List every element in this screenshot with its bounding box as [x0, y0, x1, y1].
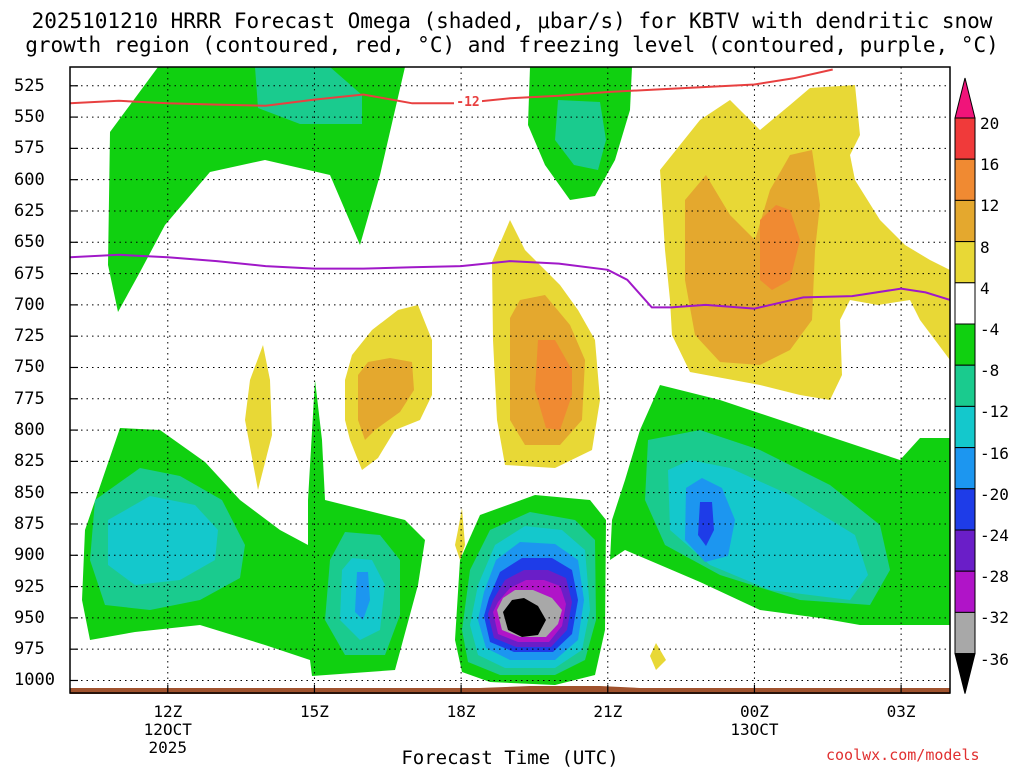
- omega-region-teal-upper-left: [255, 67, 362, 124]
- colorbar-bin: [954, 488, 976, 531]
- grid-lines: [70, 67, 950, 693]
- colorbar-tick-label: -16: [980, 443, 1009, 463]
- colorbar-bin: [954, 570, 976, 613]
- omega-region-cyan-lower-left: [108, 496, 218, 585]
- colorbar-tick-label: -12: [980, 402, 1009, 422]
- colorbar-bin: [954, 158, 976, 201]
- colorbar-tick-label: -4: [980, 320, 1000, 339]
- y-tick-label: 575: [14, 138, 45, 159]
- y-tick-label: 925: [14, 576, 45, 597]
- y-axis-ticks: [70, 85, 78, 682]
- colorbar-tick-label: -36: [980, 649, 1009, 669]
- y-tick-label: 625: [14, 200, 45, 221]
- omega-region-yellow-mid-a: [245, 345, 272, 490]
- colorbar-bin: [954, 364, 976, 407]
- colorbar-tick-label: -28: [980, 567, 1009, 587]
- omega-region-green-upper-left: [108, 67, 405, 312]
- colorbar-bin: [954, 529, 976, 572]
- x-tick-label: 13OCT: [730, 720, 779, 739]
- y-tick-label: 550: [14, 107, 45, 128]
- chart-title-line-1: 2025101210 HRRR Forecast Omega (shaded, …: [31, 9, 993, 33]
- colorbar-bin: [954, 447, 976, 490]
- y-tick-label: 675: [14, 263, 45, 284]
- y-tick-label: 750: [14, 357, 45, 378]
- colorbar-tick-label: -32: [980, 608, 1009, 628]
- colorbar-bin: [954, 611, 976, 655]
- colorbar-bin: [954, 117, 976, 160]
- colorbar-tick-label: 8: [980, 237, 990, 257]
- contour-label: -12: [456, 95, 479, 110]
- chart-title-line-2: growth region (contoured, red, °C) and f…: [25, 33, 999, 57]
- colorbar-tick-label: 16: [980, 155, 1000, 175]
- x-tick-label: 03Z: [886, 702, 916, 721]
- colorbar-bin: [954, 323, 976, 366]
- x-tick-label: 18Z: [446, 702, 476, 721]
- colorbar-tick-label: -24: [980, 526, 1009, 545]
- y-tick-label: 900: [14, 545, 45, 566]
- x-tick-label: 2025: [148, 738, 188, 757]
- x-tick-label: 15Z: [299, 702, 329, 721]
- omega-region-blue-lower-mid: [355, 572, 370, 620]
- contour-label-bg: [454, 92, 482, 109]
- y-tick-label: 1000: [14, 670, 55, 691]
- omega-region-gold-mid-b: [358, 358, 414, 440]
- omega-shading: [82, 67, 950, 685]
- y-tick-label: 800: [14, 420, 45, 441]
- colorbar-tick-label: 20: [980, 114, 1000, 133]
- y-tick-label: 975: [14, 639, 45, 660]
- y-tick-label: 875: [14, 513, 45, 534]
- y-tick-label: 775: [14, 388, 45, 409]
- colorbar-bin: [954, 405, 976, 449]
- terrain-bump: [480, 686, 640, 688]
- contour-line: [70, 253, 950, 310]
- y-tick-label: 650: [14, 232, 45, 253]
- omega-region-gold-right: [685, 150, 820, 365]
- x-axis-ticks: [167, 685, 902, 693]
- colorbar: [954, 77, 976, 694]
- y-tick-label: 850: [14, 482, 45, 503]
- source-credit: coolwx.com/models: [826, 746, 980, 764]
- contour-lines: -12: [70, 68, 950, 310]
- omega-region-black-core: [503, 598, 546, 637]
- y-tick-label: 950: [14, 607, 45, 628]
- omega-region-yellow-small-b: [650, 643, 666, 670]
- colorbar-bin: [954, 199, 976, 243]
- colorbar-under-arrow: [954, 653, 976, 694]
- omega-region-darkblue-right: [698, 502, 714, 546]
- omega-region-yellow-small-a: [455, 508, 465, 560]
- y-tick-label: 700: [14, 294, 45, 315]
- omega-region-orange-center: [535, 340, 572, 430]
- colorbar-tick-label: 12: [980, 196, 1000, 216]
- plot-frame: [69, 66, 951, 694]
- x-tick-label: 00Z: [739, 702, 769, 721]
- x-tick-label: 12Z: [153, 702, 183, 721]
- omega-region-orange-right: [760, 205, 800, 290]
- x-axis-title: Forecast Time (UTC): [401, 747, 619, 769]
- colorbar-tick-label: -20: [980, 484, 1009, 504]
- y-tick-label: 600: [14, 169, 45, 190]
- y-tick-label: 725: [14, 326, 45, 347]
- colorbar-bin: [954, 282, 976, 325]
- terrain-strip: [70, 688, 950, 694]
- x-tick-label: 12OCT: [143, 720, 192, 739]
- colorbar-bin: [954, 241, 976, 284]
- colorbar-tick-label: 4: [980, 278, 990, 298]
- y-tick-label: 525: [14, 75, 45, 96]
- x-tick-label: 21Z: [593, 702, 623, 721]
- colorbar-over-arrow: [954, 77, 976, 119]
- colorbar-tick-label: -8: [980, 361, 1000, 381]
- y-tick-label: 825: [14, 451, 45, 472]
